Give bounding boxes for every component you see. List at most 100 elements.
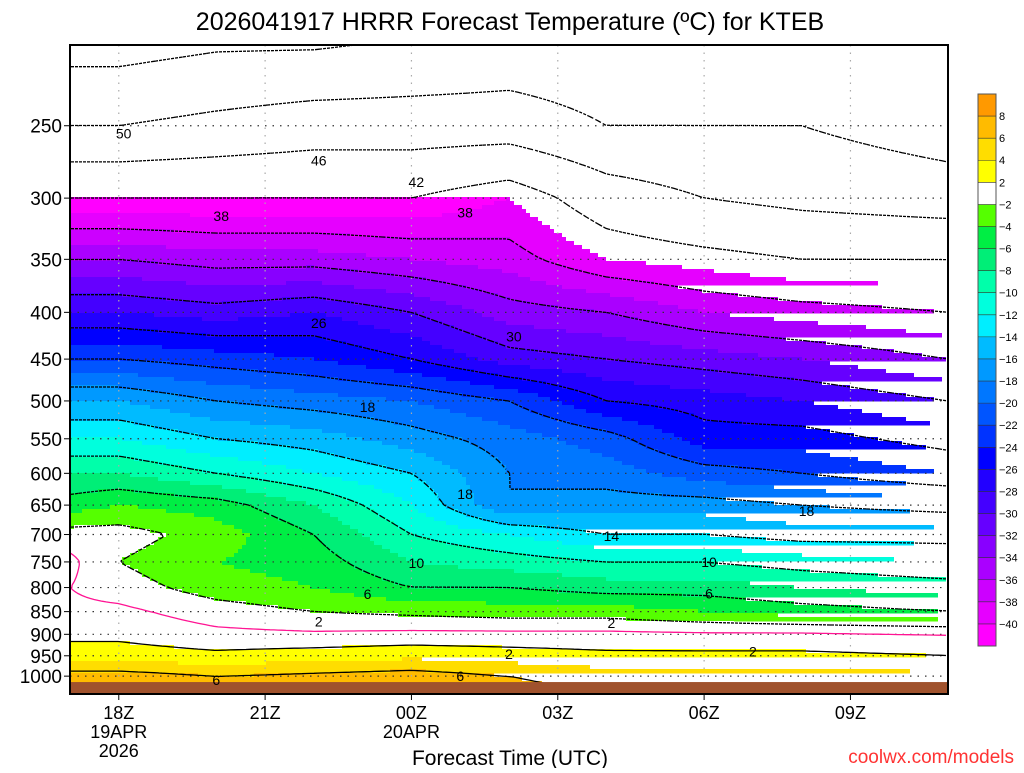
colorbar-swatch [978, 358, 996, 382]
y-tick-label: 450 [30, 350, 62, 371]
heatmap-cell [446, 261, 554, 266]
y-tick-label: 750 [30, 553, 62, 574]
heatmap-cell [70, 457, 134, 462]
heatmap-cell [110, 505, 138, 510]
heatmap-cell [206, 397, 386, 402]
heatmap-cell [662, 473, 818, 478]
heatmap-cell [414, 449, 486, 454]
heatmap-cell [278, 517, 338, 522]
y-tick-label: 250 [30, 117, 62, 138]
heatmap-cell [130, 401, 238, 406]
heatmap-cell [130, 565, 234, 570]
contour-line [70, 143, 947, 220]
heatmap-cell [682, 345, 862, 350]
heatmap-cell [70, 565, 130, 570]
heatmap-cell [262, 461, 366, 466]
heatmap-cell [626, 617, 938, 622]
heatmap-cell [322, 541, 374, 546]
heatmap-cell [262, 509, 322, 514]
heatmap-cell [246, 537, 318, 542]
contour-label: 30 [506, 328, 522, 344]
heatmap-cell [474, 501, 774, 506]
heatmap-cell [306, 373, 422, 378]
heatmap-cell [538, 349, 718, 354]
heatmap-cell [70, 465, 182, 470]
heatmap-cell [634, 605, 862, 610]
heatmap-cell [138, 373, 306, 378]
heatmap-cell [462, 473, 510, 478]
heatmap-cell [354, 301, 446, 306]
heatmap-cell [214, 517, 278, 522]
heatmap-cell [154, 313, 290, 318]
heatmap-cell [158, 537, 246, 542]
heatmap-cell [394, 353, 466, 358]
heatmap-cell [402, 497, 438, 502]
heatmap-cell [414, 473, 462, 478]
colorbar-label: −40 [999, 619, 1018, 631]
grid-lines [70, 45, 948, 694]
heatmap-cell [70, 197, 506, 202]
heatmap-cell [138, 549, 238, 554]
heatmap-cell [430, 485, 470, 490]
heatmap-cell [70, 517, 214, 522]
watermark: coolwx.com/models [848, 747, 1014, 768]
heatmap-cell [70, 217, 538, 222]
heatmap-cell [338, 517, 386, 522]
heatmap-cell [374, 573, 562, 578]
contour-label: 6 [456, 668, 464, 684]
heatmap-cell [314, 357, 410, 362]
heatmap-cell [394, 521, 446, 526]
heatmap-cell [758, 353, 922, 358]
y-tick-label: 650 [30, 496, 62, 517]
heatmap-cell [606, 429, 662, 434]
contour-label: 50 [116, 126, 132, 142]
heatmap-cell [138, 569, 250, 574]
x-tick-label: 09Z [835, 703, 866, 723]
heatmap-cell [418, 401, 514, 406]
heatmap-cell [226, 557, 342, 562]
heatmap-cell [138, 505, 254, 510]
heatmap-cell [70, 649, 806, 654]
y-axis: 2503003504004505005506006507007508008509… [20, 117, 70, 688]
heatmap-cell [70, 421, 134, 426]
heatmap-cell [338, 393, 462, 398]
colorbar-label: −20 [999, 398, 1018, 410]
heatmap-cell [82, 509, 166, 514]
contour-label: 6 [705, 585, 713, 601]
heatmap-cell [190, 413, 350, 418]
heatmap-cell [578, 445, 646, 450]
heatmap-cell [290, 425, 414, 430]
heatmap-cell [546, 281, 654, 286]
heatmap-cell [70, 405, 150, 410]
heatmap-cell [70, 393, 178, 398]
heatmap-cell [134, 421, 250, 426]
contour-line [70, 258, 947, 360]
heatmap-cell [242, 545, 326, 550]
contour-label: 18 [799, 503, 815, 519]
colorbar-frame [977, 93, 997, 647]
heatmap-cell [402, 469, 458, 474]
heatmap-cell [518, 389, 578, 394]
heatmap-cell [142, 277, 426, 282]
heatmap-cell [70, 497, 218, 502]
heatmap-cell [434, 517, 482, 522]
colorbar-label: −12 [999, 310, 1018, 322]
heatmap-cell [726, 481, 906, 486]
heatmap-cell [186, 449, 318, 454]
heatmap-cell [562, 541, 914, 546]
x-tick-label: 00Z [396, 703, 427, 723]
heatmap-cell [422, 337, 486, 342]
heatmap-cell [70, 513, 194, 518]
heatmap-cell [510, 477, 686, 482]
heatmap-cell [718, 349, 894, 354]
heatmap-cell [166, 445, 290, 450]
heatmap-cell [502, 269, 582, 274]
heatmap-cell [130, 553, 234, 558]
heatmap-cell [482, 529, 586, 534]
heatmap-cell [494, 317, 638, 322]
heatmap-cell [70, 521, 222, 526]
heatmap-cell [410, 385, 494, 390]
colorbar-swatch [978, 138, 996, 161]
y-tick-label: 500 [30, 392, 62, 413]
colorbar-swatch [978, 116, 996, 139]
